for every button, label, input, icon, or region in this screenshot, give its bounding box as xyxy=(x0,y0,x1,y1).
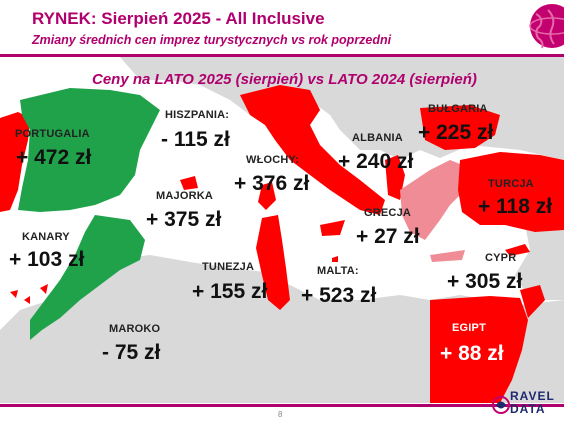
price-egipt: + 88 zł xyxy=(440,342,504,365)
page-number: 8 xyxy=(278,410,283,419)
map-bulgaria xyxy=(420,105,500,150)
label-bulgaria: BUŁGARIA xyxy=(428,103,488,115)
map-canary-1 xyxy=(10,290,18,298)
label-portugalia: PORTUGALIA xyxy=(15,128,90,140)
map-greece xyxy=(400,160,470,240)
map-albania xyxy=(385,155,405,200)
price-turcja: + 118 zł xyxy=(478,195,553,218)
footer-rule xyxy=(0,404,564,407)
label-albania: ALBANIA xyxy=(352,132,403,144)
label-cypr: CYPR xyxy=(485,252,517,264)
price-kanary: + 103 zł xyxy=(9,248,85,271)
price-majorka: + 375 zł xyxy=(146,208,222,231)
travel-data-logo-icon xyxy=(492,396,510,414)
price-albania: + 240 zł xyxy=(338,150,414,173)
price-cypr: + 305 zł xyxy=(447,270,523,293)
label-maroko: MAROKO xyxy=(109,323,161,335)
map-turkey xyxy=(458,152,564,232)
label-majorka: MAJORKA xyxy=(156,190,214,202)
price-malta: + 523 zł xyxy=(301,284,377,307)
map-canary-3 xyxy=(40,284,48,294)
slide-subtitle: Zmiany średnich cen imprez turystycznych… xyxy=(32,33,392,47)
map-sicily xyxy=(320,220,345,236)
price-bulgaria: + 225 zł xyxy=(418,121,494,144)
price-hiszpania: - 115 zł xyxy=(161,128,230,151)
label-turcja: TURCJA xyxy=(488,178,534,190)
logo-text-bottom: DATA xyxy=(510,402,546,416)
label-tunezja: TUNEZJA xyxy=(202,261,255,273)
logo-text-top: RAVEL xyxy=(510,389,555,403)
map-sinai xyxy=(520,285,545,318)
label-wlochy: WŁOCHY: xyxy=(246,154,300,166)
map-svg xyxy=(0,57,564,403)
price-tunezja: + 155 zł xyxy=(192,280,268,303)
map-canary-2 xyxy=(24,296,30,304)
price-portugalia: + 472 zł xyxy=(16,146,92,169)
price-grecja: + 27 zł xyxy=(356,225,420,248)
mediterranean-map xyxy=(0,57,564,403)
globe-icon xyxy=(529,4,564,49)
slide-header: RYNEK: Sierpień 2025 - All Inclusive Zmi… xyxy=(0,0,564,56)
map-spain xyxy=(18,88,160,212)
slide-title: RYNEK: Sierpień 2025 - All Inclusive xyxy=(32,9,325,28)
price-wlochy: + 376 zł xyxy=(234,172,310,195)
map-egypt xyxy=(430,296,528,403)
label-egipt: EGIPT xyxy=(452,322,487,334)
map-caption: Ceny na LATO 2025 (sierpień) vs LATO 202… xyxy=(92,71,477,88)
map-majorca xyxy=(180,176,198,190)
map-malta xyxy=(332,256,338,262)
map-crete xyxy=(430,250,465,262)
travel-data-logo: RAVEL DATA xyxy=(492,388,562,422)
map-cyprus xyxy=(505,244,530,256)
map-morocco xyxy=(30,215,145,340)
label-kanary: KANARY xyxy=(22,231,70,243)
label-malta: MALTA: xyxy=(317,265,359,277)
land-africa xyxy=(0,255,564,403)
label-hiszpania: HISZPANIA: xyxy=(165,109,230,121)
map-portugal xyxy=(0,112,30,212)
map-italy xyxy=(240,85,385,215)
label-grecja: GRECJA xyxy=(364,207,412,219)
map-sardinia xyxy=(258,182,276,210)
map-tunisia xyxy=(256,215,290,310)
price-maroko: - 75 zł xyxy=(102,341,161,364)
header-rule xyxy=(0,54,564,57)
